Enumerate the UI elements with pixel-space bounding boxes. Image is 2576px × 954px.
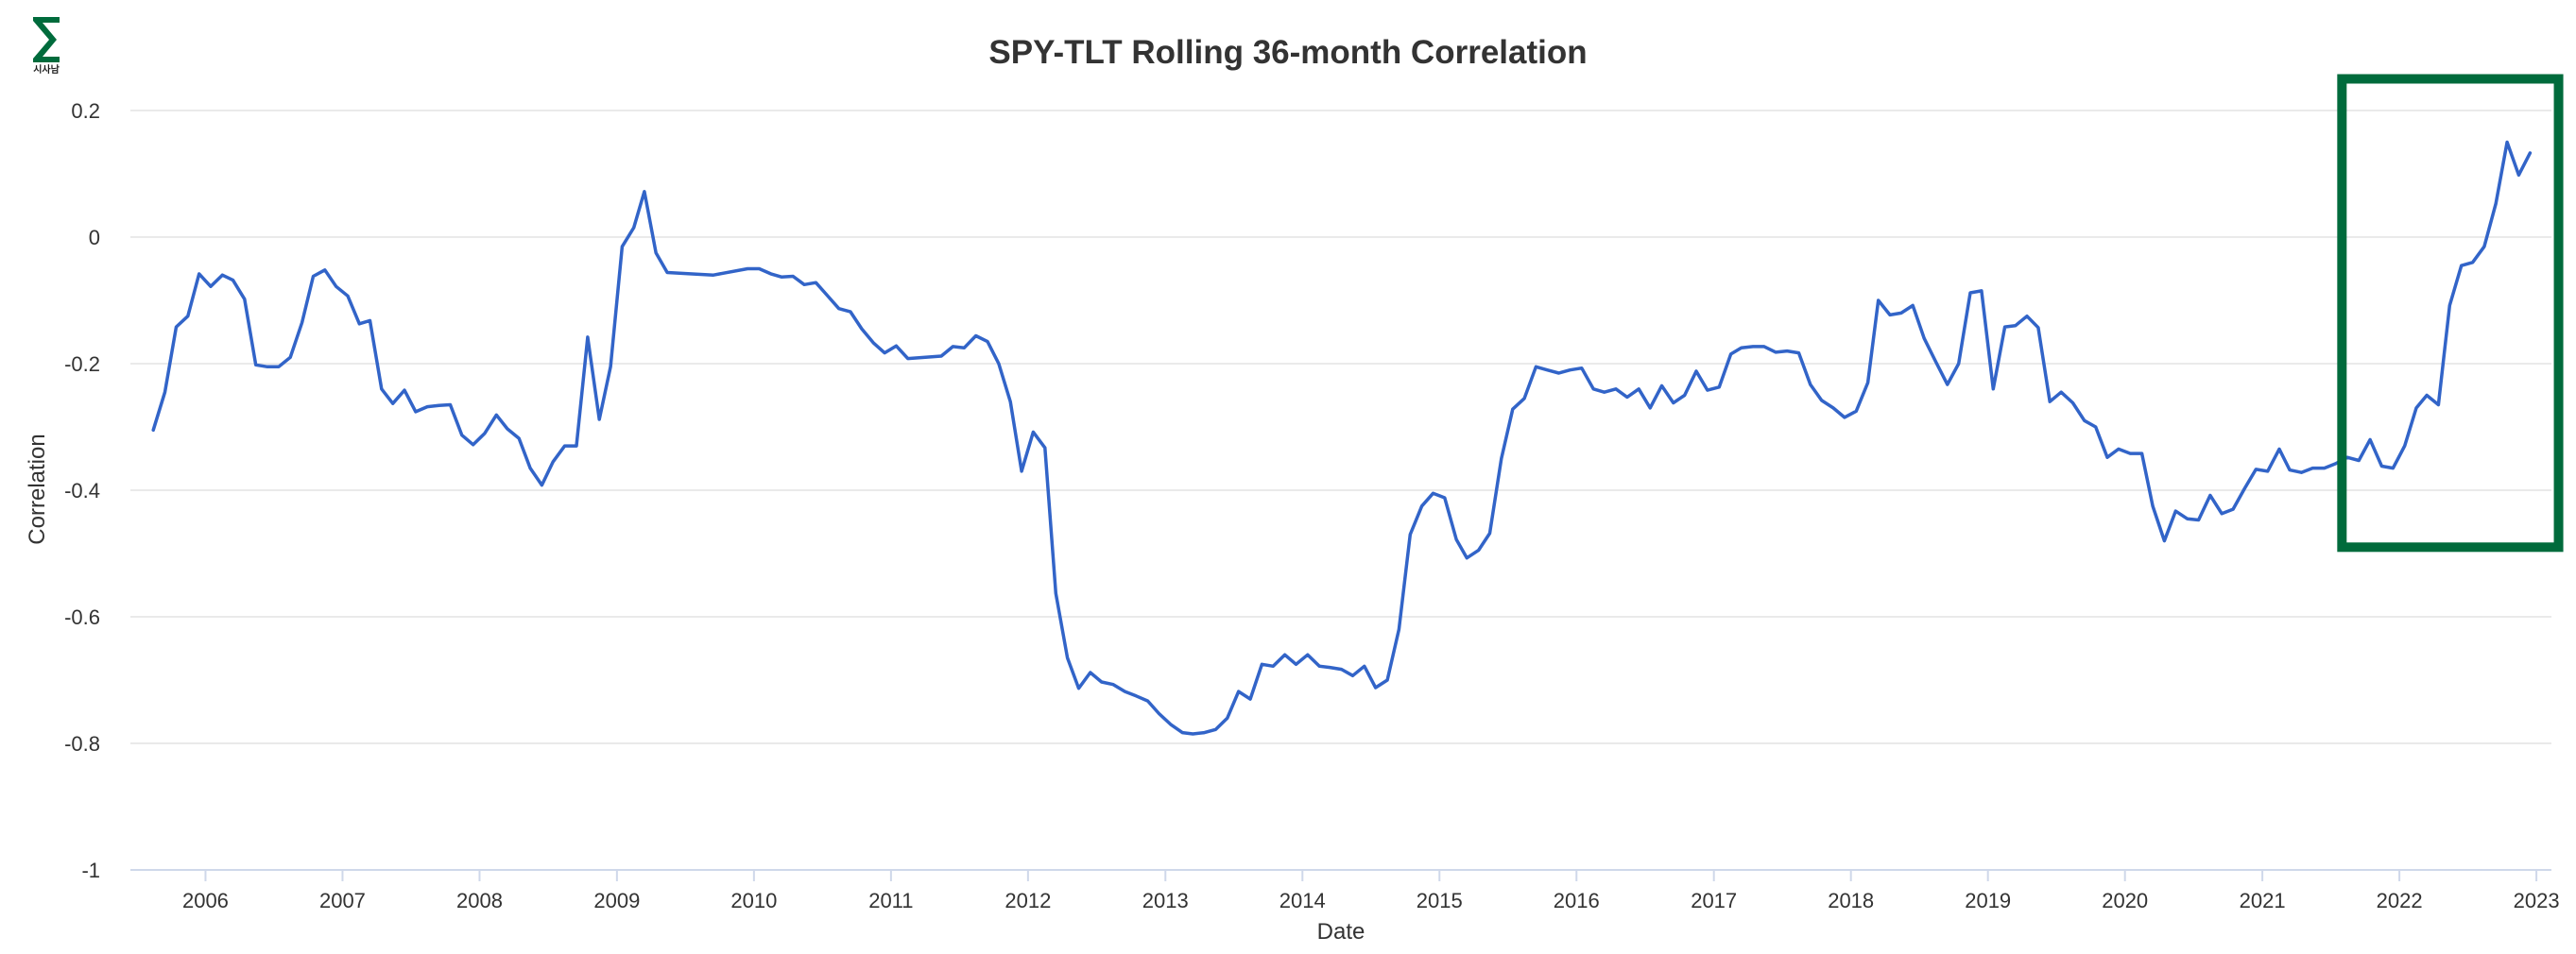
x-tick-label: 2020: [2102, 889, 2148, 912]
x-tick-label: 2008: [456, 889, 503, 912]
x-tick-label: 2018: [1828, 889, 1874, 912]
x-tick-label: 2010: [730, 889, 777, 912]
y-tick-label: 0.2: [71, 99, 100, 123]
y-tick-label: -0.4: [64, 479, 100, 503]
y-tick-labels: 0.2 0 -0.2 -0.4 -0.6 -0.8 -1: [64, 99, 100, 882]
y-tick-label: -0.8: [64, 732, 100, 756]
y-tick-label: -0.2: [64, 352, 100, 376]
x-tick-label: 2011: [868, 889, 913, 912]
y-axis-title: Correlation: [25, 434, 50, 544]
gridlines: [130, 110, 2551, 744]
logo-text: 시사남: [33, 63, 60, 76]
x-tick-label: 2009: [593, 889, 640, 912]
highlight-box: [2337, 74, 2564, 553]
x-tick-label: 2006: [182, 889, 229, 912]
x-tick-label: 2016: [1554, 889, 1600, 912]
chart-title: SPY-TLT Rolling 36-month Correlation: [988, 34, 1587, 71]
x-tick-label: 2017: [1691, 889, 1737, 912]
y-tick-label: -1: [81, 859, 100, 882]
x-tick-label: 2021: [2240, 889, 2286, 912]
x-axis-title: Date: [1317, 919, 1365, 945]
y-tick-label: 0: [89, 226, 100, 249]
x-tick-label: 2022: [2377, 889, 2423, 912]
x-tick-label: 2019: [1965, 889, 2011, 912]
x-tick-label: 2007: [319, 889, 366, 912]
x-tick-label: 2013: [1142, 889, 1189, 912]
x-tick-labels: 2006 2007 2008 2009 2010 2011 2012 2013 2014 2015…: [182, 889, 2560, 912]
x-tick-label: 2012: [1005, 889, 1051, 912]
x-tick-label: 2015: [1417, 889, 1463, 912]
x-tick-label: 2023: [2514, 889, 2560, 912]
x-ticks: [204, 870, 2538, 881]
series-line: [151, 140, 2533, 736]
logo-mark-icon: [33, 17, 60, 62]
brand-logo: 시사남: [33, 17, 60, 76]
x-tick-label: 2014: [1279, 889, 1326, 912]
y-tick-label: -0.6: [64, 605, 100, 629]
